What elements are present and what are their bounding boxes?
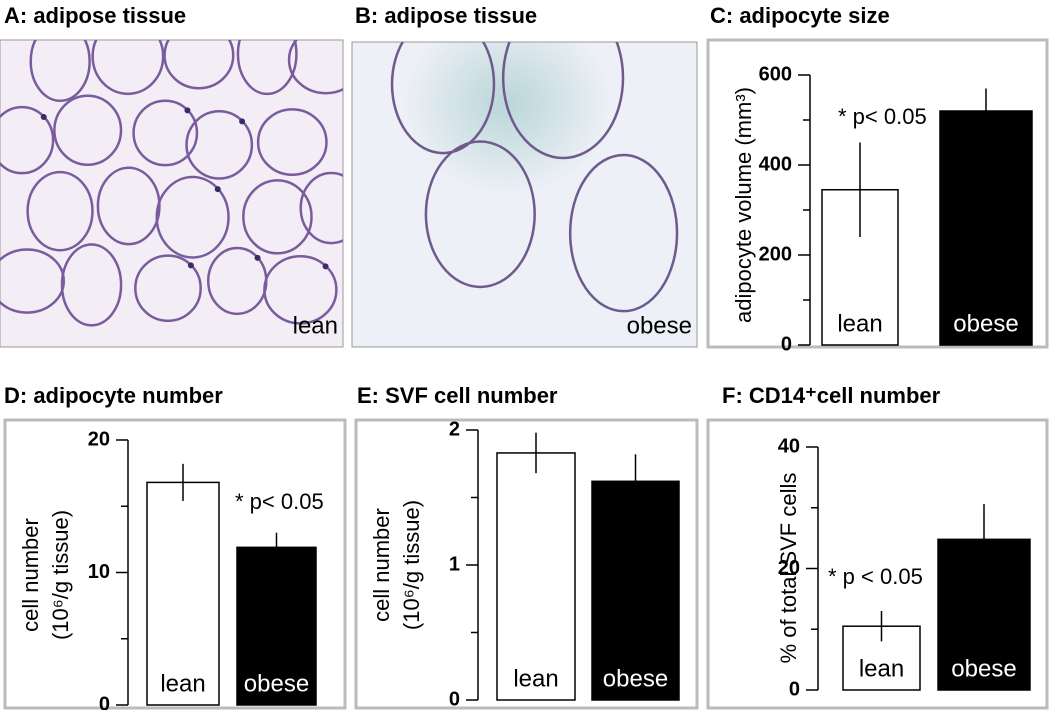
y-axis-label: adipocyte volume (mm³) (731, 87, 756, 323)
category-label: lean (837, 310, 882, 337)
y-tick-label: 1 (449, 553, 460, 575)
cell-outline (29, 40, 91, 103)
y-tick-label: 0 (449, 688, 460, 710)
cell-outline (236, 40, 298, 96)
cells (390, 33, 679, 313)
image-title: A: adipose tissue (4, 3, 186, 28)
category-label: obese (603, 665, 668, 692)
nucleus (239, 118, 246, 125)
chart-title: D: adipocyte number (4, 383, 223, 408)
image-title: B: adipose tissue (355, 3, 537, 28)
y-tick-label: 0 (789, 678, 800, 700)
annotation: * p< 0.05 (235, 489, 324, 514)
annotation: * p < 0.05 (828, 564, 923, 589)
category-label: lean (160, 670, 205, 697)
cell-outline (501, 42, 625, 160)
cell-outline (0, 105, 55, 175)
category-label: obese (951, 655, 1016, 682)
cell-outline (163, 40, 235, 90)
bar-chart: E: SVF cell number 0 1 2 cell number (10⁶/g t… (354, 383, 699, 710)
cell-outline (263, 255, 338, 325)
y-tick-label: 600 (759, 63, 792, 85)
chart-title: F: CD14⁺cell number (722, 383, 941, 408)
y-axis-label: cell number (18, 518, 43, 632)
cell-outline (134, 254, 202, 323)
y-axis-label: cell number (369, 508, 394, 622)
chart-title: E: SVF cell number (357, 383, 558, 408)
cell-outline (0, 248, 66, 314)
panel-frame (706, 418, 1049, 710)
nucleus (214, 186, 221, 193)
cell-outline (390, 42, 496, 155)
category-label: obese (953, 310, 1018, 337)
micrograph-obese: obese (351, 33, 698, 348)
y-tick-label: 200 (759, 243, 792, 265)
y-axis-label: (10⁶/g tissue) (399, 500, 424, 630)
y-tick-label: 400 (759, 153, 792, 175)
cell-outline (424, 140, 536, 289)
y-tick-label: 20 (88, 428, 110, 450)
category-label: lean (513, 665, 558, 692)
cell-outline (256, 108, 328, 177)
image-label: lean (293, 312, 338, 339)
image-label: obese (627, 312, 692, 339)
y-tick-label: 10 (88, 561, 110, 583)
nucleus (285, 23, 291, 29)
nucleus (322, 263, 329, 270)
cell-outline (96, 166, 161, 246)
bar (236, 546, 317, 706)
y-axis-label: (10⁶/g tissue) (48, 510, 73, 640)
nucleus (184, 107, 191, 114)
cell-outline (568, 153, 679, 313)
cell-outline (53, 94, 123, 166)
y-tick-label: 40 (778, 435, 800, 457)
panel-frame (706, 38, 1049, 349)
cell-outline (242, 179, 313, 255)
bar (939, 110, 1033, 346)
cells (0, 23, 343, 327)
nucleus (254, 254, 261, 261)
cell-outline (26, 170, 94, 252)
image-frame (351, 41, 698, 348)
bar-chart: F: CD14⁺cell number 0 20 40 % of total SVF c… (706, 383, 1049, 710)
bar (591, 480, 680, 701)
nucleus (40, 113, 47, 120)
image-frame (0, 39, 344, 348)
y-tick-label: 20 (778, 557, 800, 579)
bar (496, 452, 576, 701)
cell-outline (185, 110, 254, 180)
category-label: obese (244, 670, 309, 697)
cell-outline (60, 243, 123, 327)
cell-outline (132, 99, 199, 167)
panel-frame (354, 418, 699, 710)
panel-frame (3, 418, 347, 710)
annotation: * p< 0.05 (838, 104, 927, 129)
bar-chart: D: adipocyte number 0 10 20 cell number (10⁶/… (3, 383, 347, 710)
y-tick-label: 2 (449, 418, 460, 440)
y-axis-label: % of total SVF cells (776, 473, 801, 664)
category-label: lean (859, 655, 904, 682)
y-tick-label: 0 (99, 693, 110, 710)
cell-outline (155, 175, 230, 259)
chart-title: C: adipocyte size (710, 3, 890, 28)
cell-outline (91, 40, 165, 96)
nucleus (187, 262, 194, 269)
cell-outline (299, 171, 343, 245)
cell-outline (287, 40, 343, 95)
y-tick-label: 0 (781, 333, 792, 355)
nucleus (476, 33, 482, 39)
micrograph-lean: lean (0, 23, 344, 348)
